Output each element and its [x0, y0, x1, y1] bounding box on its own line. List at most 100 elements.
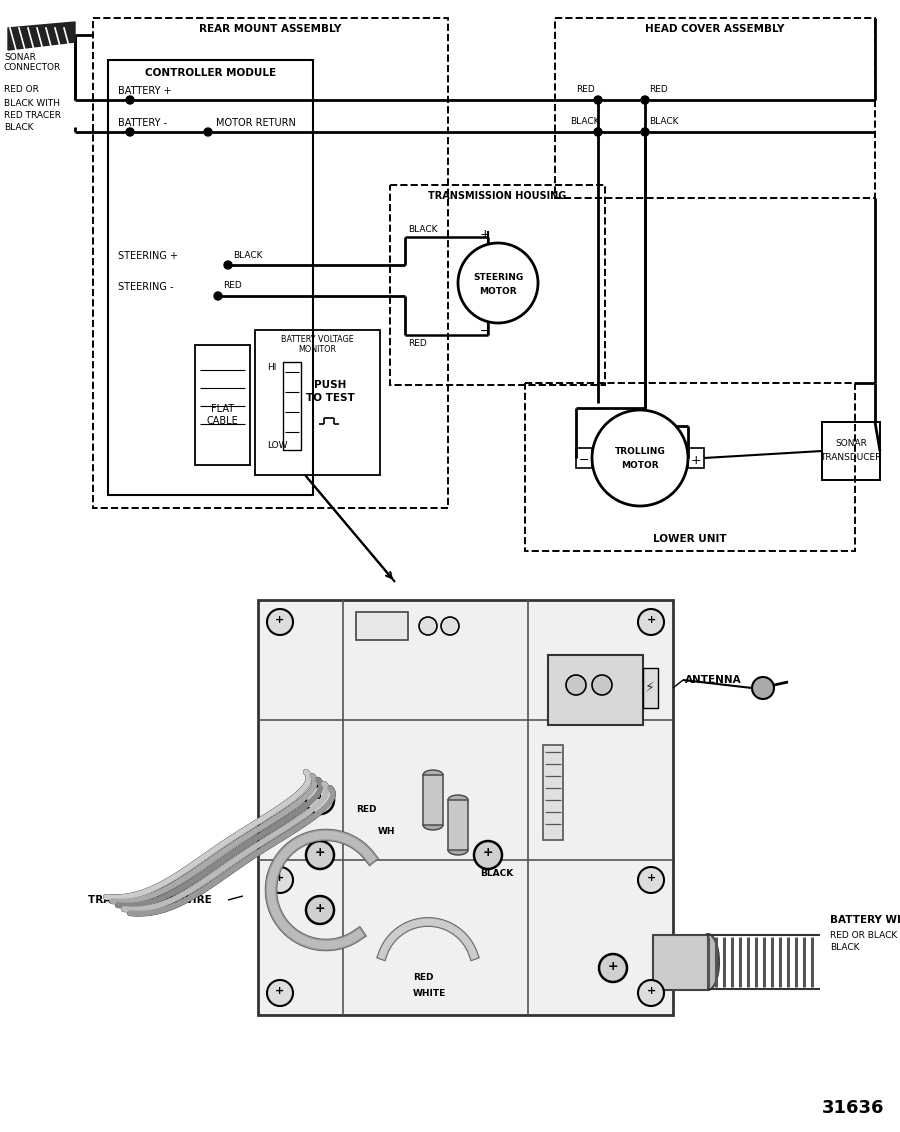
Text: WH: WH — [378, 827, 395, 837]
Bar — [448, 800, 468, 850]
Text: STEERING: STEERING — [472, 274, 523, 283]
Text: RED: RED — [576, 86, 595, 94]
Bar — [653, 935, 708, 990]
Text: TRANSDUCER: TRANSDUCER — [820, 453, 882, 462]
Circle shape — [204, 128, 212, 136]
Bar — [555, 18, 875, 198]
Text: BLACK: BLACK — [649, 118, 679, 127]
Text: ⚡: ⚡ — [645, 681, 655, 695]
Text: BLACK: BLACK — [570, 118, 599, 127]
Circle shape — [267, 609, 293, 635]
Bar — [390, 185, 605, 385]
Circle shape — [267, 980, 293, 1006]
Text: RED: RED — [408, 338, 427, 348]
Text: REAR MOUNT ASSEMBLY: REAR MOUNT ASSEMBLY — [199, 24, 342, 34]
Bar — [688, 448, 704, 468]
Text: RED: RED — [356, 806, 376, 815]
Text: STEERING -: STEERING - — [118, 282, 174, 292]
Text: CONNECTOR: CONNECTOR — [4, 63, 61, 72]
Ellipse shape — [448, 795, 468, 805]
Text: RED OR BLACK WITH RED TRACER: RED OR BLACK WITH RED TRACER — [830, 931, 900, 940]
Text: +: + — [480, 229, 491, 241]
Circle shape — [641, 128, 649, 136]
Bar — [543, 745, 563, 840]
Text: MONITOR: MONITOR — [299, 345, 337, 354]
Text: TROLLING: TROLLING — [615, 447, 665, 456]
Text: +: + — [646, 615, 655, 625]
Text: +: + — [690, 454, 701, 466]
Text: TRANSMISSION WIRE: TRANSMISSION WIRE — [88, 895, 212, 904]
Bar — [255, 331, 380, 475]
Bar — [283, 362, 301, 451]
Text: RED: RED — [413, 974, 434, 983]
Text: BLACK: BLACK — [4, 122, 33, 131]
Text: SONAR: SONAR — [4, 53, 36, 62]
Circle shape — [224, 261, 232, 269]
Text: RED OR: RED OR — [4, 86, 39, 94]
Text: MOTOR: MOTOR — [621, 461, 659, 470]
Text: LOWER UNIT: LOWER UNIT — [653, 534, 727, 544]
Text: RED: RED — [223, 282, 242, 291]
Text: BATTERY -: BATTERY - — [118, 118, 167, 128]
Text: TRANSMISSION HOUSING: TRANSMISSION HOUSING — [428, 191, 567, 201]
Text: +: + — [275, 615, 284, 625]
Text: +: + — [275, 873, 284, 883]
Circle shape — [126, 96, 134, 104]
Bar — [548, 655, 643, 724]
Circle shape — [306, 897, 334, 924]
Bar — [356, 612, 408, 640]
Text: STEERING +: STEERING + — [118, 251, 178, 261]
Circle shape — [592, 410, 688, 506]
Text: MOTOR RETURN: MOTOR RETURN — [216, 118, 296, 128]
Text: +: + — [646, 873, 655, 883]
Text: HEAD COVER ASSEMBLY: HEAD COVER ASSEMBLY — [645, 24, 785, 34]
Text: FLAT
CABLE: FLAT CABLE — [207, 404, 238, 426]
Circle shape — [126, 128, 134, 136]
Text: +: + — [608, 960, 618, 972]
Text: BLACK: BLACK — [233, 250, 263, 259]
Text: SONAR: SONAR — [835, 439, 867, 448]
Circle shape — [306, 786, 334, 814]
Text: BLACK: BLACK — [408, 225, 437, 234]
Circle shape — [214, 292, 222, 300]
Ellipse shape — [423, 770, 443, 780]
Bar — [258, 600, 673, 1015]
Circle shape — [641, 96, 649, 104]
Text: +: + — [315, 791, 325, 805]
Text: −: − — [480, 325, 491, 337]
Text: WHITE: WHITE — [413, 988, 446, 997]
Text: +: + — [315, 847, 325, 859]
Text: HI: HI — [267, 363, 276, 372]
Circle shape — [599, 954, 627, 981]
Text: BLACK: BLACK — [830, 943, 860, 952]
Circle shape — [638, 980, 664, 1006]
Circle shape — [306, 841, 334, 869]
Text: TO TEST: TO TEST — [306, 393, 355, 403]
Circle shape — [752, 677, 774, 698]
Text: +: + — [646, 986, 655, 996]
Text: BLACK WITH: BLACK WITH — [4, 98, 60, 108]
Text: RED TRACER: RED TRACER — [4, 111, 61, 120]
Ellipse shape — [423, 820, 443, 830]
Text: RED: RED — [649, 86, 668, 94]
Text: +: + — [315, 901, 325, 915]
Bar — [576, 448, 592, 468]
Text: 31636: 31636 — [822, 1099, 885, 1117]
Circle shape — [267, 867, 293, 893]
Text: BATTERY +: BATTERY + — [118, 86, 172, 96]
Circle shape — [638, 609, 664, 635]
Text: MOTOR: MOTOR — [479, 286, 517, 295]
Circle shape — [458, 243, 538, 323]
Circle shape — [592, 675, 612, 695]
Text: LOW: LOW — [267, 440, 287, 449]
Text: +: + — [482, 847, 493, 859]
Text: BATTERY WIRE: BATTERY WIRE — [830, 915, 900, 925]
Text: CONTROLLER MODULE: CONTROLLER MODULE — [145, 68, 276, 78]
Bar — [643, 668, 658, 708]
Circle shape — [441, 617, 459, 635]
Ellipse shape — [448, 844, 468, 855]
Text: BATTERY VOLTAGE: BATTERY VOLTAGE — [281, 335, 354, 344]
Circle shape — [566, 675, 586, 695]
Bar — [108, 60, 313, 495]
Text: +: + — [275, 986, 284, 996]
